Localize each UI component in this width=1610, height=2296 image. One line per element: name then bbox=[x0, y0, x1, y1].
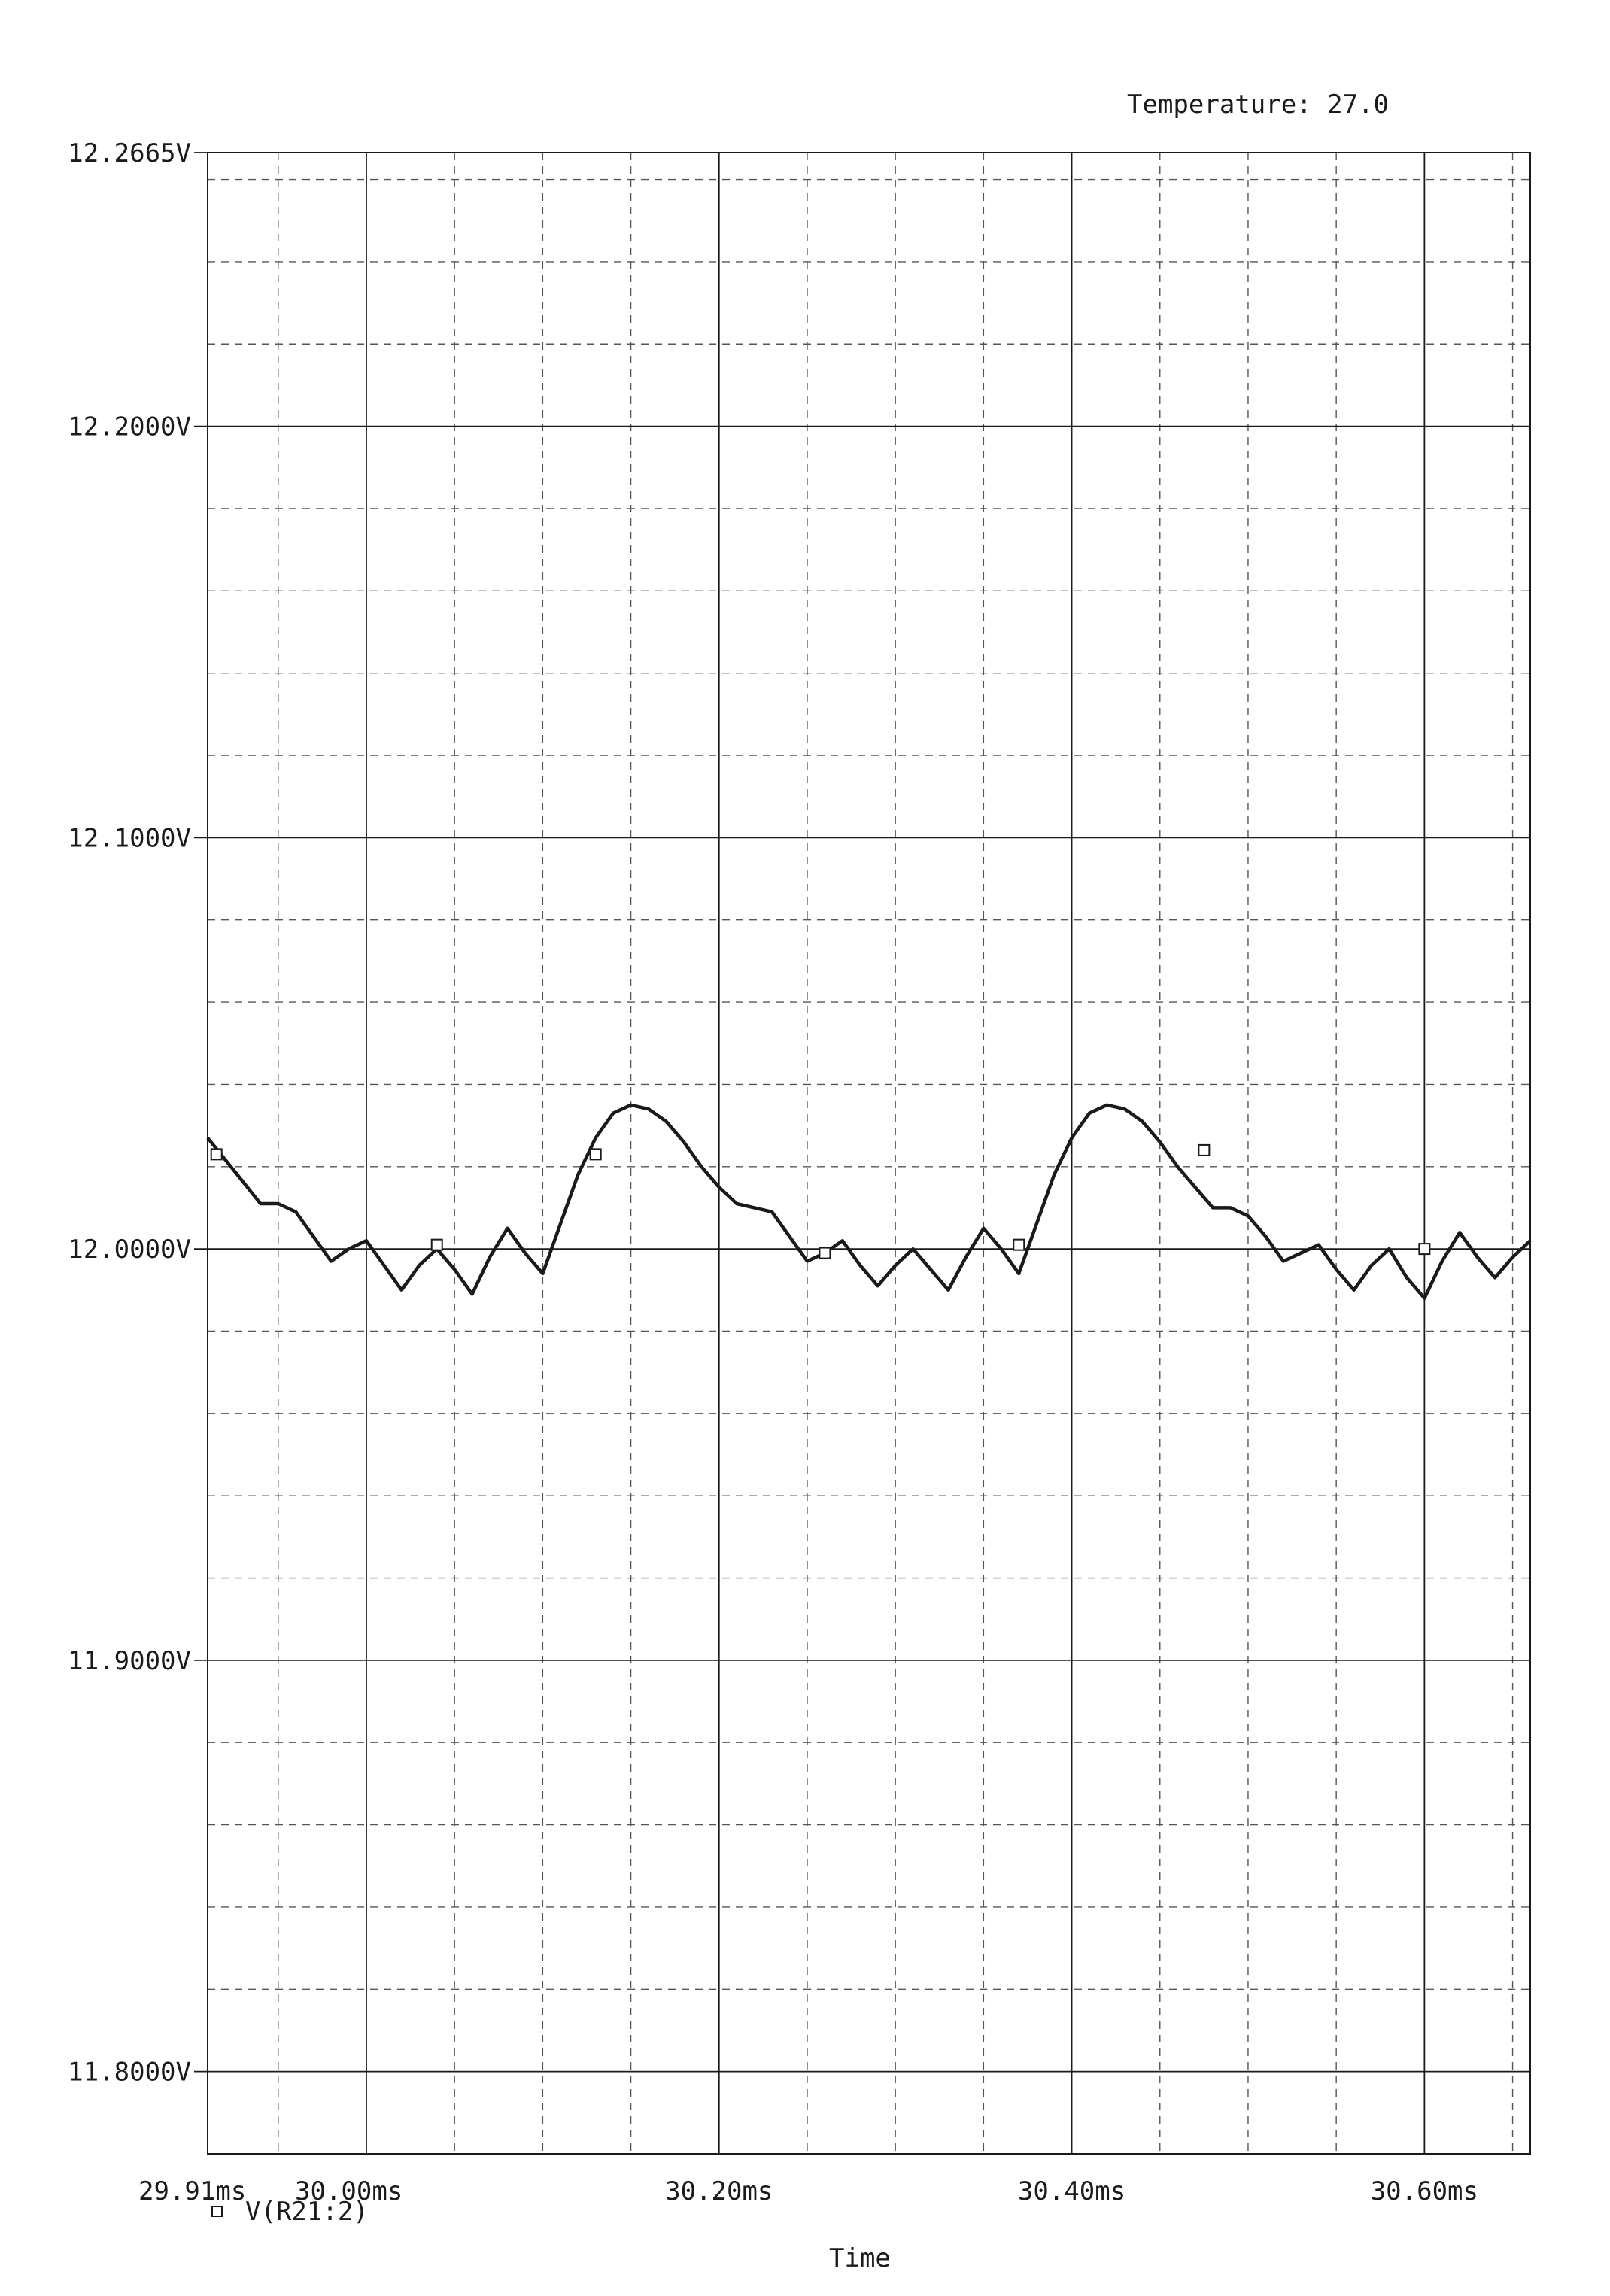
x-tick-label: 29.91ms bbox=[138, 2176, 246, 2206]
series-marker bbox=[1418, 1243, 1431, 1256]
x-axis-tick-labels: 29.91ms 30.00ms 30.20ms 30.40ms 30.60ms bbox=[138, 2176, 1478, 2206]
minor-grid bbox=[208, 153, 1530, 2154]
legend: V(R21:2) bbox=[211, 2197, 369, 2227]
y-tick-label: 11.9000V bbox=[68, 1646, 191, 1676]
x-tick-label: 30.00ms bbox=[295, 2176, 402, 2206]
plot-frame bbox=[207, 152, 1531, 2155]
series-marker bbox=[1013, 1238, 1025, 1251]
y-tick-label: 12.0000V bbox=[68, 1235, 191, 1265]
x-axis-title: Time bbox=[829, 2243, 891, 2273]
y-tick-label: 12.1000V bbox=[68, 823, 191, 853]
y-tick-label: 12.2665V bbox=[68, 138, 191, 169]
y-tick-label: 11.8000V bbox=[68, 2058, 191, 2088]
series-line bbox=[206, 1103, 1532, 1300]
x-tick-label: 30.60ms bbox=[1371, 2176, 1478, 2206]
series-marker bbox=[589, 1148, 602, 1161]
x-tick-label: 30.40ms bbox=[1018, 2176, 1125, 2206]
x-tick-label: 30.20ms bbox=[665, 2176, 773, 2206]
temperature-label: Temperature: 27.0 bbox=[1127, 90, 1389, 120]
series-marker bbox=[430, 1238, 443, 1251]
major-grid bbox=[194, 152, 1530, 2154]
y-tick-label: 12.2000V bbox=[68, 412, 191, 442]
series-marker bbox=[210, 1148, 223, 1161]
legend-marker-square bbox=[211, 2206, 223, 2217]
y-axis-tick-labels: 11.8000V 11.9000V 12.0000V 12.1000V 12.2000V… bbox=[68, 138, 191, 2088]
series-layer bbox=[206, 1103, 1532, 1300]
legend-label: V(R21:2) bbox=[245, 2197, 369, 2227]
series-marker bbox=[819, 1247, 831, 1259]
series-marker bbox=[1198, 1143, 1211, 1156]
